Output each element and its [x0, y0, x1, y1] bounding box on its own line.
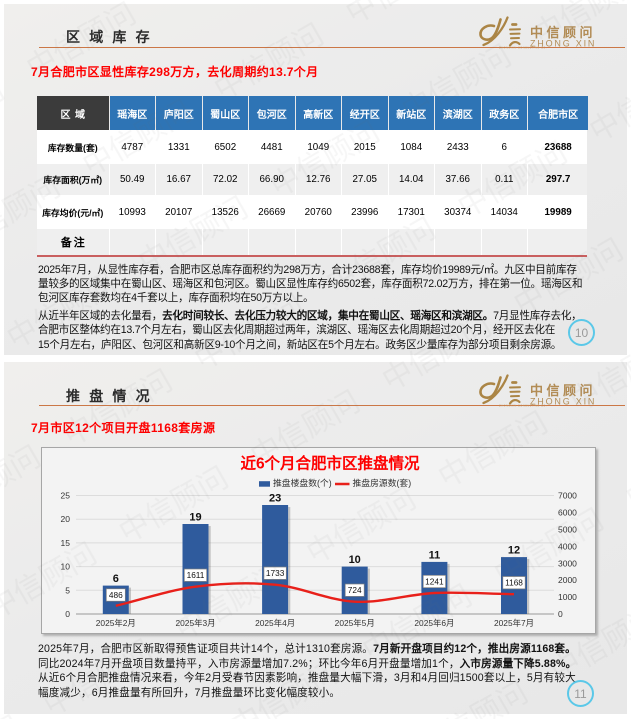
svg-text:19: 19: [189, 512, 201, 524]
svg-text:0: 0: [65, 609, 70, 619]
svg-text:2025年2月: 2025年2月: [95, 618, 135, 628]
svg-text:2025年3月: 2025年3月: [175, 618, 215, 628]
svg-text:7000: 7000: [558, 491, 577, 501]
svg-text:1733: 1733: [265, 568, 284, 578]
svg-text:4000: 4000: [558, 541, 577, 551]
svg-text:1611: 1611: [186, 570, 204, 580]
svg-text:1168: 1168: [505, 578, 523, 588]
svg-text:15: 15: [60, 538, 70, 548]
svg-text:2025年7月: 2025年7月: [493, 618, 533, 628]
svg-text:近6个月合肥市区推盘情况: 近6个月合肥市区推盘情况: [240, 454, 420, 473]
svg-text:25: 25: [60, 491, 70, 501]
svg-text:11: 11: [428, 549, 440, 561]
svg-text:1000: 1000: [558, 592, 577, 602]
svg-text:6000: 6000: [558, 508, 577, 518]
svg-text:724: 724: [347, 585, 361, 595]
svg-text:1241: 1241: [425, 576, 444, 586]
svg-text:3000: 3000: [558, 558, 577, 568]
svg-text:5000: 5000: [558, 524, 577, 534]
svg-text:486: 486: [108, 590, 122, 600]
svg-text:10: 10: [348, 554, 360, 566]
svg-text:12: 12: [507, 545, 519, 557]
svg-text:2025年6月: 2025年6月: [414, 618, 454, 628]
svg-text:20: 20: [60, 514, 70, 524]
svg-text:2025年4月: 2025年4月: [255, 618, 295, 628]
svg-text:ZHONG XIN: ZHONG XIN: [530, 39, 596, 49]
svg-text:23: 23: [268, 493, 280, 505]
svg-text:6: 6: [112, 573, 118, 585]
svg-text:5: 5: [65, 585, 70, 595]
svg-text:ZHONG XIN: ZHONG XIN: [530, 397, 596, 407]
svg-text:2000: 2000: [558, 575, 577, 585]
svg-text:2025年5月: 2025年5月: [334, 618, 374, 628]
svg-text:10: 10: [60, 562, 70, 572]
svg-text:推盘房源数(套): 推盘房源数(套): [352, 477, 411, 488]
svg-text:0: 0: [558, 609, 563, 619]
svg-text:推盘楼盘数(个): 推盘楼盘数(个): [273, 477, 332, 488]
